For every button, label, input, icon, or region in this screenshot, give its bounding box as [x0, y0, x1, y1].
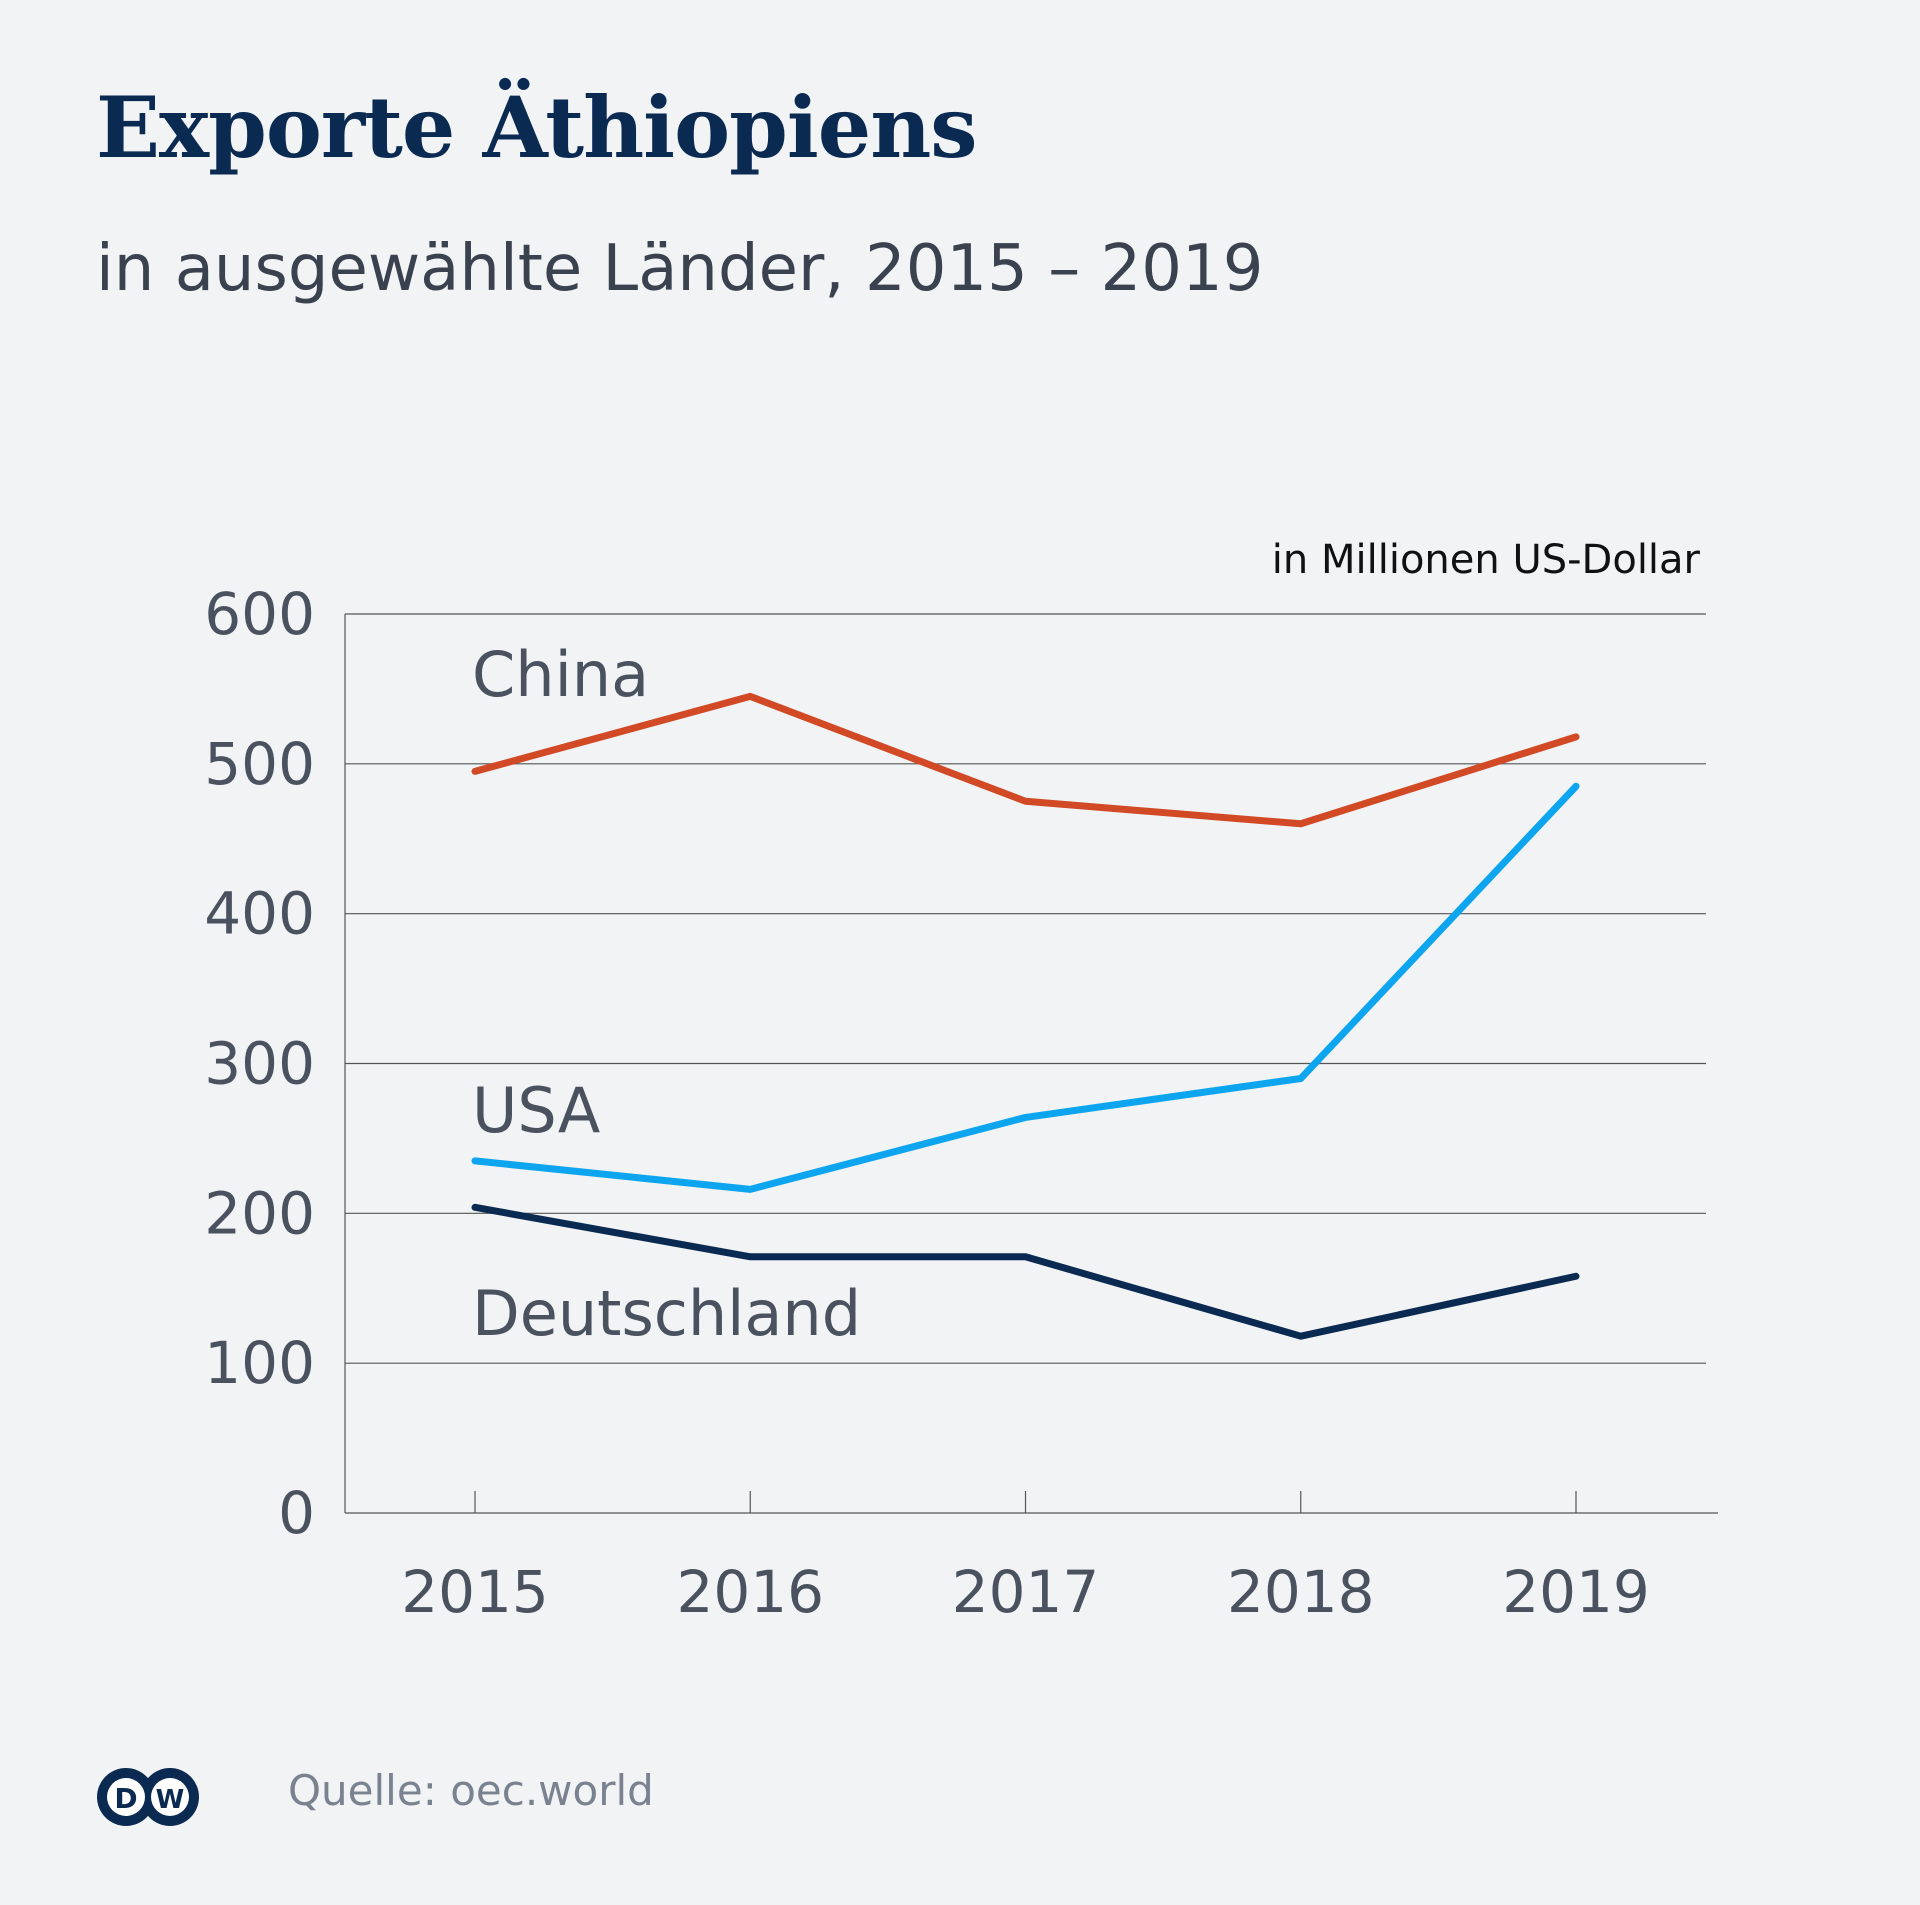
series-line-usa — [471, 782, 1580, 1193]
x-tick-label: 2019 — [1502, 1558, 1650, 1626]
series-label-china: China — [472, 638, 649, 711]
series-label-usa: USA — [472, 1074, 600, 1147]
x-tick-label: 2017 — [952, 1558, 1100, 1626]
x-tick-label: 2015 — [401, 1558, 549, 1626]
series-line-deutschland — [471, 1203, 1580, 1340]
series-labels: China USA Deutschland — [472, 638, 861, 1350]
x-tick-label: 2018 — [1227, 1558, 1375, 1626]
chart-subtitle: in ausgewählte Länder, 2015 – 2019 — [96, 232, 1264, 306]
x-tick-labels: 2015 2016 2017 2018 2019 — [401, 1558, 1650, 1626]
gridlines — [345, 613, 1706, 1364]
y-tick-label: 200 — [204, 1179, 315, 1247]
y-tick-labels: 0 100 200 300 400 500 600 — [204, 580, 315, 1547]
unit-label: in Millionen US-Dollar — [1272, 537, 1701, 583]
svg-text:D: D — [114, 1782, 137, 1815]
axes — [344, 614, 1718, 1514]
y-tick-label: 300 — [204, 1030, 315, 1098]
y-tick-label: 600 — [204, 580, 315, 648]
series-lines — [471, 692, 1580, 1340]
series-line-china — [471, 692, 1580, 828]
series-label-deutschland: Deutschland — [472, 1277, 861, 1350]
y-tick-label: 100 — [204, 1329, 315, 1397]
source-note: Quelle: oec.world — [288, 1766, 654, 1815]
x-tick-label: 2016 — [676, 1558, 824, 1626]
y-tick-label: 0 — [278, 1479, 315, 1547]
y-tick-label: 400 — [204, 880, 315, 948]
y-tick-label: 500 — [204, 730, 315, 798]
svg-text:W: W — [156, 1785, 185, 1815]
chart-title: Exporte Äthiopiens — [96, 78, 978, 177]
dw-logo: D W — [97, 1768, 199, 1826]
